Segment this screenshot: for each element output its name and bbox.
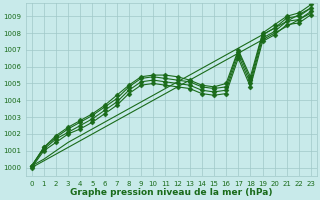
X-axis label: Graphe pression niveau de la mer (hPa): Graphe pression niveau de la mer (hPa) bbox=[70, 188, 273, 197]
